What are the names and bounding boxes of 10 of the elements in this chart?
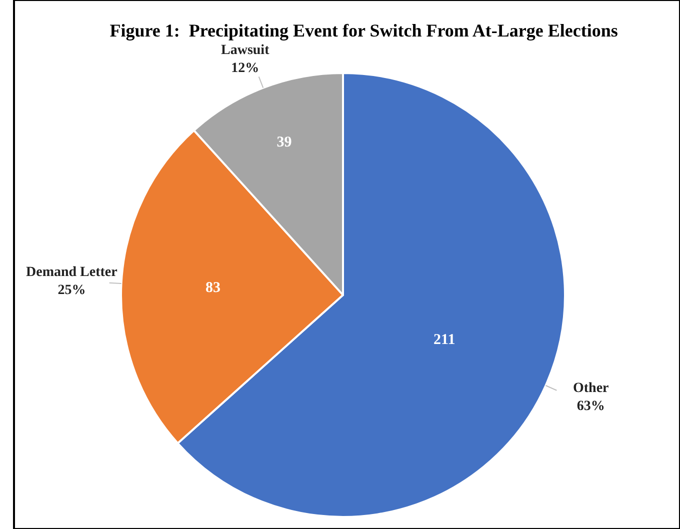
chart-title: Figure 1: Precipitating Event for Switch From At-Large Elections	[110, 20, 618, 40]
data-label: 83	[206, 280, 221, 296]
text: 25%	[58, 283, 86, 298]
text: 12%	[231, 61, 260, 76]
slice-label: Other	[573, 381, 609, 396]
data-label: 39	[276, 134, 292, 151]
data-label: 211	[434, 332, 456, 348]
text: 63%	[576, 399, 605, 414]
slice-label: Lawsuit	[221, 43, 270, 58]
slice-label: Demand Letter	[26, 265, 118, 280]
